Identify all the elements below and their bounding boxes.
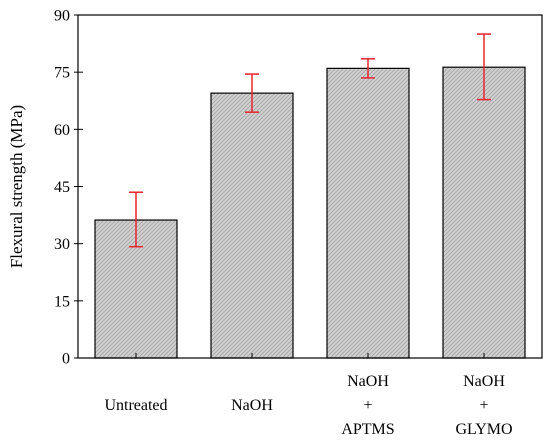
error-bar-1 [245,73,259,113]
y-tick-label: 45 [54,179,70,196]
x-tick-label-0: Untreated [104,397,167,414]
y-tick-label: 75 [54,65,70,82]
x-axis-ticks [135,353,485,358]
bars-group [94,66,526,359]
x-tick-label-2: NaOH + APTMS [341,373,394,438]
y-axis-ticks: 0 15 30 45 60 75 90 [54,8,83,368]
x-tick-label-line: + [479,397,488,414]
error-bar-0 [129,191,143,248]
bar-2 [326,67,410,359]
x-tick-label-line: GLYMO [455,421,512,438]
y-axis-title: Flexural strength (MPa) [7,105,26,268]
error-bar-2 [361,58,375,79]
x-tick-label-3: NaOH + GLYMO [455,373,512,438]
bar-1 [210,92,294,359]
error-bar-3 [477,33,491,101]
y-tick-label: 90 [54,8,70,25]
x-tick-label-line: NaOH [347,373,389,390]
error-bars-group [129,33,491,248]
x-tick-label-1: NaOH [231,397,273,414]
bar-3 [442,66,526,359]
y-tick-label: 0 [62,351,70,368]
y-tick-label: 15 [54,293,70,310]
x-tick-label-line: + [363,397,372,414]
x-tick-label-line: APTMS [341,421,394,438]
x-tick-label-line: NaOH [231,397,273,414]
y-tick-label: 30 [54,236,70,253]
y-tick-label: 60 [54,122,70,139]
x-tick-label-line: NaOH [463,373,505,390]
x-axis-labels: Untreated NaOH NaOH + APTMS NaOH + GLYMO [104,373,512,438]
x-tick-label-line: Untreated [104,397,167,414]
